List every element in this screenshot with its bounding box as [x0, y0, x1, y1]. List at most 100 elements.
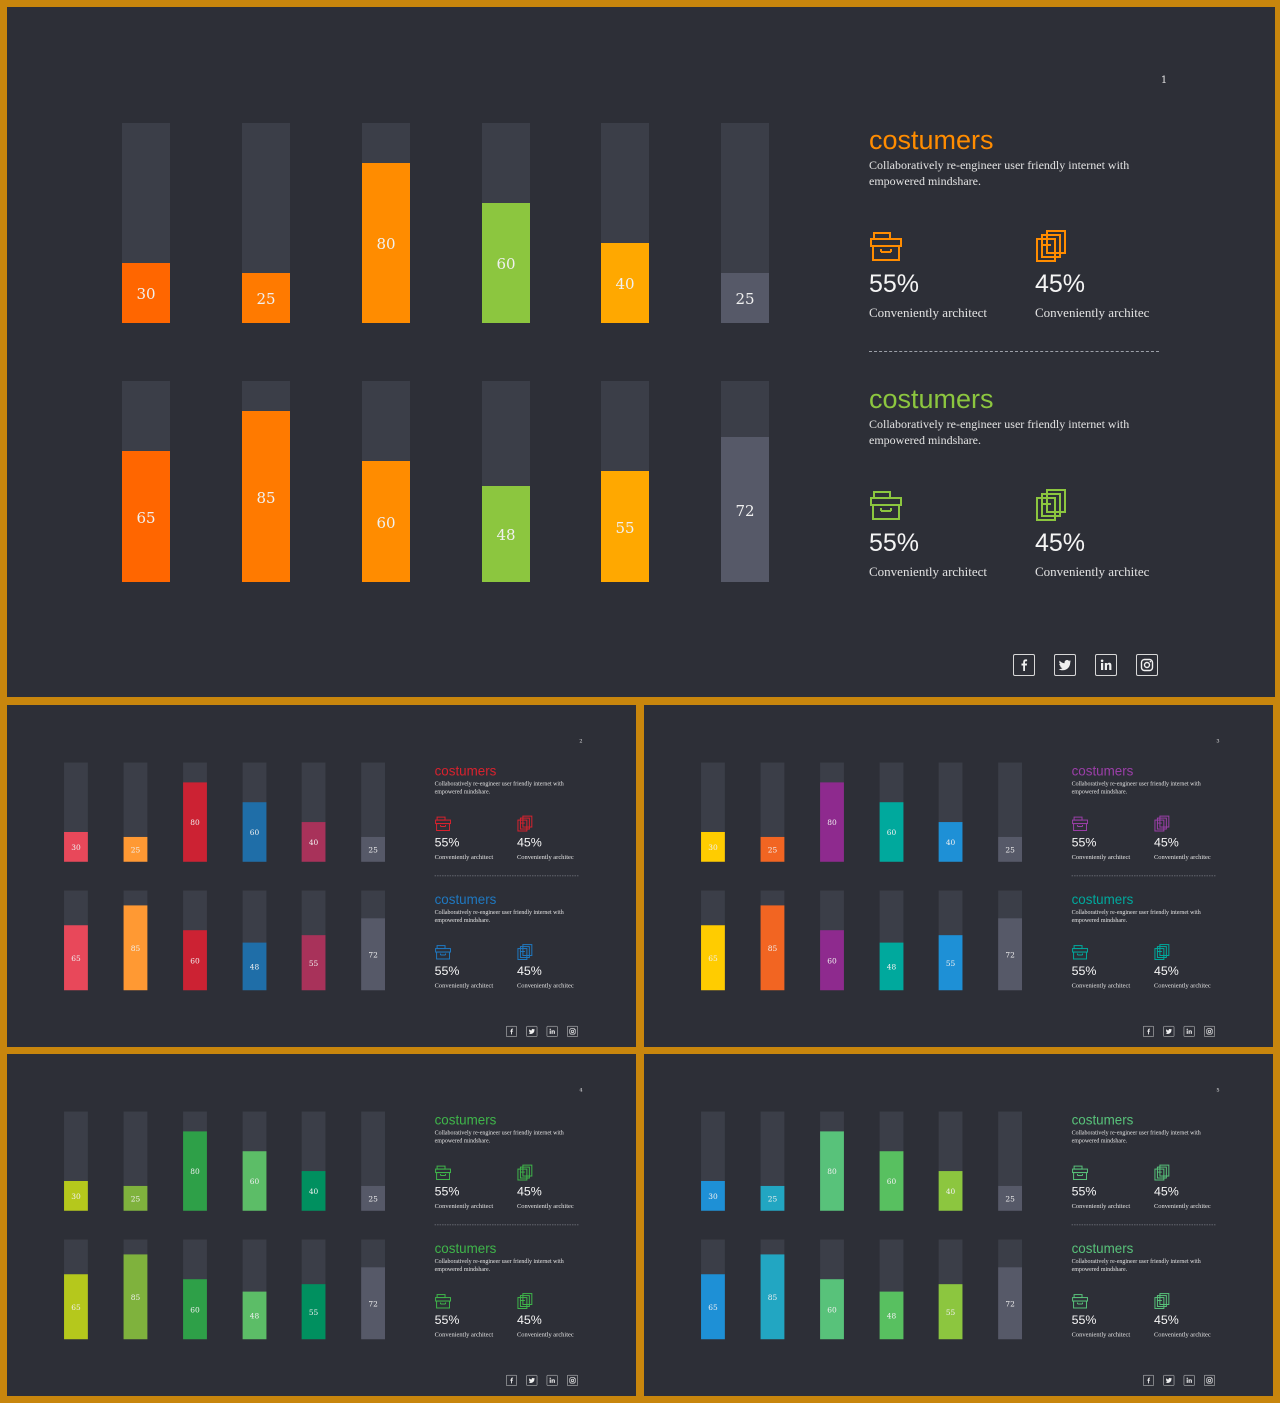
stat-percent: 55% — [1071, 835, 1097, 850]
slide-content: 3 30 25 80 60 40 25 65 85 60 48 55 72 costumers Collab… — [644, 705, 1273, 1047]
block-description: Collaboratively re-engineer user friendl… — [434, 779, 564, 795]
bar-fill — [183, 1131, 207, 1211]
page-number: 5 — [1216, 1087, 1220, 1094]
bar-value-label: 25 — [767, 1194, 778, 1204]
bar-1-6: 25 — [361, 762, 385, 862]
bar-2-6: 72 — [998, 1239, 1022, 1340]
bar-fill — [64, 1180, 88, 1211]
bar-value-label: 30 — [71, 842, 81, 852]
twitter-icon[interactable] — [526, 1374, 538, 1386]
block-title: costumers — [434, 763, 497, 779]
bar-1-4: 60 — [879, 1111, 904, 1211]
bar-1-2: 25 — [242, 123, 290, 323]
bar-fill — [998, 1267, 1022, 1340]
bar-1-4: 60 — [242, 762, 267, 862]
bar-value-label: 30 — [708, 1191, 718, 1201]
twitter-icon[interactable] — [1163, 1025, 1175, 1037]
bar-value-label: 40 — [308, 1186, 319, 1196]
bar-fill — [123, 1185, 148, 1211]
documents-icon — [1035, 229, 1069, 263]
bar-value-label: 60 — [249, 828, 260, 837]
bar-fill — [242, 1151, 267, 1211]
bar-2-3: 60 — [362, 381, 410, 582]
documents-icon — [1035, 488, 1069, 522]
instagram-icon[interactable] — [1204, 1374, 1215, 1386]
bar-fill — [482, 485, 530, 582]
bar-1-2: 25 — [760, 762, 785, 862]
bar-chart: 30 25 80 60 40 25 65 85 60 48 55 72 — [7, 7, 807, 697]
slide-1: 1 30 25 80 60 40 25 65 85 60 48 55 72 costumers Collab… — [7, 7, 1275, 697]
stat-1: 55% Conveniently architect — [1072, 944, 1146, 992]
block-description: Collaboratively re-engineer user friendl… — [869, 158, 1130, 188]
block-description: Collaboratively re-engineer user friendl… — [434, 1128, 564, 1144]
twitter-icon[interactable] — [1054, 654, 1076, 676]
block-description: Collaboratively re-engineer user friendl… — [1071, 908, 1201, 924]
stat-percent: 55% — [434, 963, 460, 978]
stat-percent: 45% — [1153, 1184, 1179, 1199]
stat-caption: Conveniently architec — [1153, 981, 1211, 989]
stat-percent: 55% — [434, 1312, 460, 1327]
bar-2-5: 55 — [301, 890, 326, 991]
bar-fill — [301, 822, 326, 862]
facebook-icon[interactable] — [1013, 654, 1035, 676]
stat-2: 45% Conveniently architec — [1035, 488, 1185, 584]
bar-1-3: 80 — [183, 1111, 207, 1211]
archive-box-icon — [435, 1293, 452, 1310]
bar-2-3: 60 — [820, 1239, 844, 1340]
bar-value-label: 72 — [1005, 1299, 1015, 1309]
bar-1-6: 25 — [998, 1111, 1022, 1211]
bar-fill — [64, 925, 88, 991]
stat-caption: Conveniently architect — [434, 1201, 494, 1210]
bar-2-2: 85 — [123, 1239, 148, 1340]
linkedin-icon[interactable] — [1183, 1374, 1195, 1386]
info-block-1: costumers Collaboratively re-engineer use… — [435, 1113, 584, 1217]
twitter-icon[interactable] — [526, 1025, 538, 1037]
instagram-icon[interactable] — [567, 1025, 578, 1037]
bar-2-6: 72 — [721, 381, 769, 582]
bar-value-label: 55 — [308, 958, 319, 968]
bar-value-label: 60 — [249, 1177, 260, 1186]
facebook-icon[interactable] — [1143, 1374, 1154, 1386]
slide-content: 2 30 25 80 60 40 25 65 85 60 48 55 72 costumers Collab… — [7, 705, 636, 1047]
info-block-2: costumers Collaboratively re-engineer use… — [1072, 1241, 1221, 1345]
bar-fill — [361, 918, 385, 991]
stat-1: 55% Conveniently architect — [869, 488, 1019, 584]
stat-caption: Conveniently architect — [434, 981, 494, 989]
bar-value-label: 40 — [945, 1186, 956, 1196]
bar-1-1: 30 — [122, 123, 170, 323]
stat-caption: Conveniently architect — [869, 305, 988, 320]
bar-value-label: 48 — [249, 1311, 260, 1321]
info-block-1: costumers Collaboratively re-engineer use… — [435, 764, 584, 868]
bar-1-3: 80 — [820, 762, 844, 862]
block-description: Collaboratively re-engineer user friendl… — [434, 1257, 564, 1273]
bar-fill — [242, 411, 290, 582]
bar-fill — [601, 243, 649, 323]
linkedin-icon[interactable] — [546, 1374, 558, 1386]
instagram-icon[interactable] — [1136, 654, 1158, 676]
documents-icon — [1154, 1293, 1171, 1310]
stat-percent: 55% — [1071, 1184, 1097, 1199]
block-description: Collaboratively re-engineer user friendl… — [1071, 779, 1201, 795]
instagram-icon[interactable] — [567, 1374, 578, 1386]
facebook-icon[interactable] — [1143, 1025, 1154, 1037]
instagram-icon[interactable] — [1204, 1025, 1215, 1037]
bar-value-label: 55 — [945, 958, 956, 968]
facebook-icon[interactable] — [506, 1374, 517, 1386]
bar-track — [998, 1111, 1022, 1211]
linkedin-icon[interactable] — [1183, 1025, 1195, 1037]
block-title: costumers — [1071, 1112, 1134, 1128]
bar-value-label: 65 — [708, 953, 718, 963]
stat-caption: Conveniently architec — [1153, 1201, 1211, 1210]
stat-2: 45% Conveniently architec — [1154, 1164, 1228, 1212]
linkedin-icon[interactable] — [546, 1025, 558, 1037]
twitter-icon[interactable] — [1163, 1374, 1175, 1386]
stat-2: 45% Conveniently architec — [517, 815, 591, 863]
bar-fill — [938, 935, 963, 991]
linkedin-icon[interactable] — [1095, 654, 1117, 676]
bar-value-label: 85 — [767, 1292, 778, 1302]
documents-icon — [517, 944, 534, 961]
bar-fill — [301, 1284, 326, 1340]
bar-fill — [998, 836, 1022, 862]
facebook-icon[interactable] — [506, 1025, 517, 1037]
bar-value-label: 80 — [190, 818, 200, 828]
